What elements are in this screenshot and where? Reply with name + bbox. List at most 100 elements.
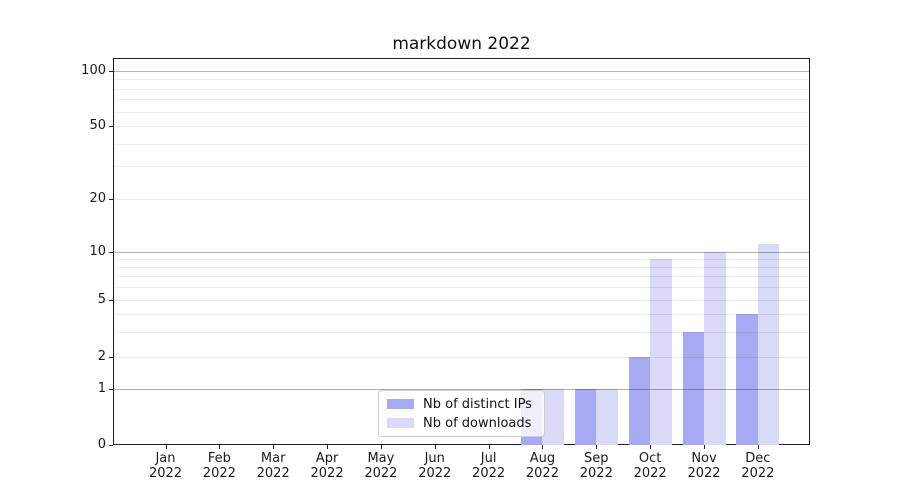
gridline-major bbox=[114, 71, 809, 72]
x-tick-label-line: 2022 bbox=[148, 466, 183, 481]
x-tick-label-line: Jun bbox=[424, 451, 445, 466]
x-tick-mark bbox=[650, 445, 652, 449]
bar-nb-of-distinct-ips bbox=[574, 389, 597, 445]
x-tick-mark bbox=[757, 445, 759, 449]
y-tick-label: 2 bbox=[97, 349, 106, 364]
x-tick-mark bbox=[273, 445, 275, 449]
x-tick-label-line: Dec bbox=[745, 451, 771, 466]
x-tick-label-line: 2022 bbox=[202, 466, 236, 481]
x-tick-mark bbox=[542, 445, 544, 449]
x-tick-label: Aug 2022 bbox=[510, 451, 574, 481]
x-tick-label-line: May bbox=[367, 451, 395, 466]
gridline-minor bbox=[114, 259, 809, 260]
x-tick-label-line: 2022 bbox=[687, 466, 721, 481]
x-tick-label: Sep 2022 bbox=[564, 451, 628, 481]
gridline-minor bbox=[114, 332, 809, 333]
gridline-minor bbox=[114, 357, 809, 358]
y-tick-label: 20 bbox=[89, 190, 106, 206]
legend: Nb of distinct IPs Nb of downloads bbox=[378, 390, 545, 437]
bar-nb-of-distinct-ips bbox=[736, 313, 758, 445]
y-tick-mark bbox=[109, 299, 113, 301]
y-tick-mark bbox=[109, 198, 113, 200]
gridline-minor bbox=[114, 112, 809, 113]
x-tick-label-line: Apr bbox=[315, 451, 339, 466]
plot-area bbox=[113, 58, 810, 445]
x-tick-label-line: Oct bbox=[638, 451, 662, 466]
gridline-minor bbox=[114, 287, 809, 288]
gridline-minor bbox=[114, 89, 809, 90]
x-tick-label: May 2022 bbox=[349, 451, 413, 481]
x-tick-label-line: Jan bbox=[155, 451, 176, 466]
x-tick-label: Apr 2022 bbox=[295, 451, 359, 481]
bar-nb-of-distinct-ips bbox=[682, 331, 704, 445]
x-tick-mark bbox=[488, 445, 490, 449]
x-tick-mark bbox=[704, 445, 705, 449]
gridline-minor bbox=[114, 126, 809, 127]
x-tick-label: Feb 2022 bbox=[187, 451, 251, 481]
legend-label: Nb of distinct IPs bbox=[423, 396, 532, 412]
legend-swatch-nb-of-distinct-ips bbox=[387, 399, 414, 409]
x-tick-label-line: 2022 bbox=[310, 466, 344, 481]
x-tick-label-line: Nov bbox=[691, 451, 717, 466]
gridline-major bbox=[114, 389, 809, 390]
y-tick-label: 10 bbox=[89, 243, 106, 259]
bar-nb-of-downloads bbox=[542, 389, 564, 445]
gridline-minor bbox=[114, 276, 809, 277]
x-tick-mark bbox=[327, 445, 329, 449]
y-tick-mark bbox=[109, 357, 113, 358]
x-tick-label: Jul 2022 bbox=[457, 451, 521, 481]
bar-nb-of-distinct-ips bbox=[628, 357, 651, 445]
y-tick-mark bbox=[109, 389, 113, 390]
y-tick-label: 1 bbox=[97, 381, 106, 396]
legend-label: Nb of downloads bbox=[423, 415, 532, 431]
gridline-major bbox=[114, 252, 809, 253]
gridline-minor bbox=[114, 267, 809, 268]
gridline-minor bbox=[114, 314, 809, 315]
x-tick-label-line: Jul bbox=[480, 451, 497, 466]
bar-nb-of-downloads bbox=[596, 389, 618, 445]
x-tick-label-line: Feb bbox=[207, 451, 231, 466]
x-tick-label: Dec 2022 bbox=[726, 451, 790, 481]
chart-title: markdown 2022 bbox=[392, 34, 531, 54]
x-tick-label-line: 2022 bbox=[418, 466, 452, 481]
gridline-minor bbox=[114, 199, 809, 200]
bar-nb-of-downloads bbox=[757, 244, 780, 445]
x-tick-label: Nov 2022 bbox=[672, 451, 736, 481]
y-tick-label: 50 bbox=[89, 118, 106, 133]
legend-entry: Nb of distinct IPs bbox=[387, 397, 544, 412]
x-tick-label: Jan 2022 bbox=[134, 451, 198, 481]
x-tick-mark bbox=[165, 445, 167, 449]
x-tick-label-line: 2022 bbox=[579, 466, 613, 481]
gridline-minor bbox=[114, 144, 809, 145]
x-tick-label-line: 2022 bbox=[741, 466, 775, 481]
x-tick-label-line: 2022 bbox=[633, 466, 667, 481]
legend-entry: Nb of downloads bbox=[387, 416, 544, 431]
x-tick-label-line: Mar bbox=[260, 451, 286, 466]
x-tick-label-line: Sep bbox=[584, 451, 609, 466]
y-tick-mark bbox=[109, 71, 113, 72]
x-tick-label-line: 2022 bbox=[525, 466, 559, 481]
x-tick-label-line: 2022 bbox=[472, 466, 506, 481]
x-tick-mark bbox=[219, 445, 221, 449]
gridline-minor bbox=[114, 99, 809, 100]
x-tick-mark bbox=[434, 445, 436, 449]
legend-swatch-nb-of-downloads bbox=[387, 418, 414, 428]
x-tick-label: Mar 2022 bbox=[241, 451, 305, 481]
gridline-minor bbox=[114, 79, 809, 80]
y-tick-label: 100 bbox=[81, 63, 106, 78]
y-tick-label: 5 bbox=[97, 291, 106, 307]
x-tick-label: Oct 2022 bbox=[618, 451, 682, 481]
x-tick-label-line: 2022 bbox=[256, 466, 290, 481]
y-tick-mark bbox=[109, 126, 113, 127]
x-tick-label-line: 2022 bbox=[364, 466, 398, 481]
gridline-minor bbox=[114, 166, 809, 167]
y-tick-mark bbox=[109, 251, 113, 253]
x-tick-label: Jun 2022 bbox=[403, 451, 467, 481]
gridline-minor bbox=[114, 300, 809, 301]
bar-nb-of-downloads bbox=[650, 258, 672, 445]
x-tick-mark bbox=[380, 445, 382, 449]
x-tick-label-line: Aug bbox=[529, 451, 556, 466]
x-tick-mark bbox=[596, 445, 598, 449]
bar-nb-of-downloads bbox=[704, 251, 726, 445]
